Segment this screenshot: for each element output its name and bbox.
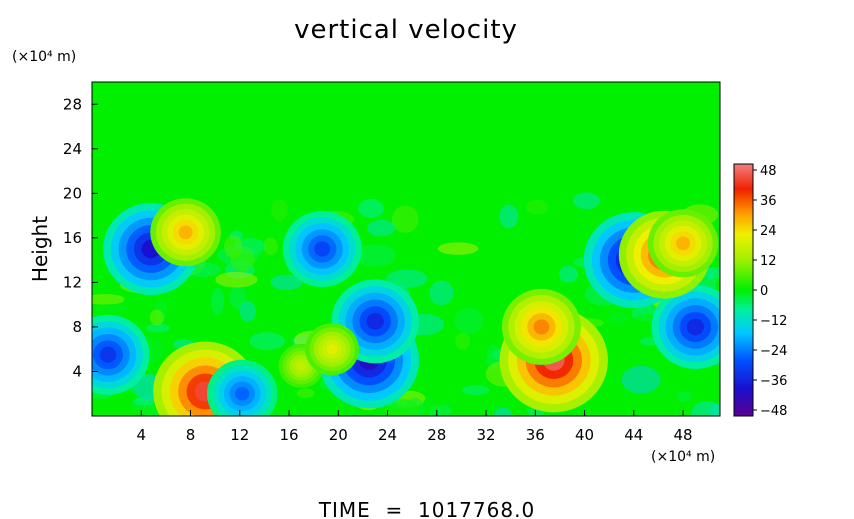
- x-tick-label: 16: [279, 426, 298, 444]
- texture-blob: [149, 309, 164, 326]
- y-tick-label: 20: [63, 184, 82, 202]
- time-footer: TIME = 1017768.0: [318, 498, 535, 519]
- contour-ring: [178, 225, 193, 240]
- velocity-cell-10: [150, 198, 221, 267]
- texture-blob: [676, 391, 692, 403]
- colorbar-tick-label: 36: [760, 194, 777, 209]
- texture-blob: [238, 324, 261, 333]
- velocity-cell-1: [501, 288, 581, 365]
- x-tick-label: 12: [230, 426, 249, 444]
- velocity-cell-15: [305, 323, 360, 376]
- texture-blob: [386, 269, 428, 288]
- colorbar-tick-label: 0: [760, 284, 768, 299]
- texture-blob: [263, 237, 278, 256]
- texture-blob: [95, 303, 125, 313]
- texture-blob: [525, 199, 549, 215]
- contour-ring: [366, 312, 384, 330]
- colorbar-tick-label: 48: [760, 164, 777, 179]
- x-tick-label: 20: [329, 426, 348, 444]
- texture-blob: [215, 271, 258, 288]
- texture-blob: [92, 293, 125, 305]
- texture-blob: [367, 219, 396, 237]
- texture-blob: [429, 280, 454, 306]
- contour-ring: [314, 241, 331, 257]
- colorbar-tick-label: −24: [760, 344, 787, 359]
- x-tick-label: 44: [624, 426, 643, 444]
- velocity-cell-12: [282, 211, 362, 287]
- texture-blob: [249, 332, 285, 351]
- x-tick-label: 36: [526, 426, 545, 444]
- texture-blob: [422, 395, 440, 414]
- contour-ring: [533, 319, 550, 335]
- colorbar-gradient: [733, 163, 754, 417]
- colorbar-tick-label: 12: [760, 254, 777, 269]
- y-tick-label: 12: [63, 273, 82, 291]
- chart-title: vertical velocity: [294, 15, 518, 45]
- contour-ring: [99, 346, 117, 363]
- texture-blob: [559, 265, 579, 283]
- colorbar-tick-label: 24: [760, 224, 777, 239]
- colorbar: 48 36 24 12 0 −12 −24 −36 −48: [733, 163, 787, 419]
- contour-ring: [326, 344, 338, 355]
- texture-blob: [145, 323, 171, 333]
- texture-blob: [455, 332, 471, 350]
- texture-blob: [621, 365, 661, 394]
- x-tick-label: 28: [427, 426, 446, 444]
- velocity-cell-9: [647, 209, 719, 278]
- texture-blob: [211, 287, 225, 316]
- texture-blob: [230, 246, 256, 272]
- contour-ring: [675, 236, 691, 251]
- x-axis: 4 8 12 16 20 24 28 32 36 40 44 48: [136, 410, 693, 444]
- colorbar-tick-label: −36: [760, 374, 787, 389]
- contour-ring: [235, 386, 250, 401]
- texture-blob: [452, 268, 468, 277]
- y-axis-label: Height: [28, 216, 52, 282]
- contour-ring: [296, 361, 306, 371]
- x-tick-label: 40: [575, 426, 594, 444]
- y-tick-label: 28: [63, 95, 82, 113]
- y-tick-label: 8: [72, 318, 82, 336]
- texture-blob: [270, 274, 303, 291]
- texture-blob: [454, 307, 484, 334]
- x-tick-label: 8: [186, 426, 196, 444]
- y-tick-label: 16: [63, 229, 82, 247]
- texture-blob: [462, 385, 490, 396]
- velocity-cell-11: [92, 314, 150, 395]
- texture-blob: [499, 204, 519, 229]
- texture-blob: [239, 300, 256, 322]
- y-tick-label: 24: [63, 140, 82, 158]
- texture-blob: [385, 398, 421, 416]
- colorbar-tick-label: −48: [760, 404, 787, 419]
- texture-blob: [296, 388, 315, 398]
- texture-blob: [494, 407, 512, 416]
- y-tick-label: 4: [72, 362, 82, 380]
- colorbar-tick-label: −12: [760, 314, 787, 329]
- texture-blob: [358, 199, 384, 219]
- y-axis: 4 8 12 16 20 24 28: [63, 95, 98, 380]
- texture-blob: [391, 205, 419, 233]
- x-tick-label: 48: [674, 426, 693, 444]
- x-tick-label: 32: [476, 426, 495, 444]
- x-tick-label: 24: [378, 426, 397, 444]
- contour-ring: [686, 318, 705, 336]
- texture-blob: [690, 401, 720, 416]
- texture-blob: [271, 199, 288, 221]
- x-tick-label: 4: [136, 426, 146, 444]
- texture-blob: [229, 285, 247, 309]
- texture-blob: [437, 242, 479, 255]
- x-unit-label: (×10⁴ m): [651, 449, 715, 465]
- y-unit-label: (×10⁴ m): [12, 49, 76, 65]
- velocity-cell-13: [206, 359, 278, 416]
- plot-frame: [91, 81, 721, 417]
- texture-blob: [608, 311, 629, 325]
- velocity-cell-6: [651, 284, 720, 369]
- texture-blob: [354, 244, 397, 267]
- texture-blob: [572, 192, 601, 210]
- plot-area: [91, 81, 721, 417]
